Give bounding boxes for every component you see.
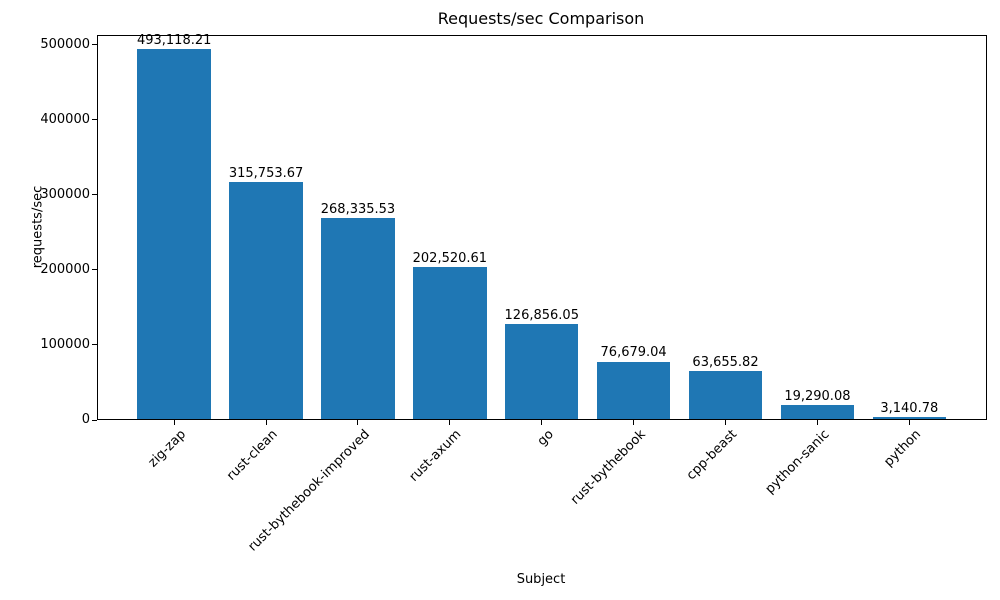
bar-value-label: 19,290.08 xyxy=(784,388,851,404)
bar xyxy=(872,416,947,419)
x-tick-label: rust-bythebook xyxy=(567,427,649,508)
bar-value-label: 315,753.67 xyxy=(228,166,304,182)
bar xyxy=(229,182,303,419)
y-tick-label: 300000 xyxy=(40,186,90,202)
x-axis-label: Subject xyxy=(516,572,566,587)
y-tick-label: 200000 xyxy=(40,261,90,277)
x-tick-mark xyxy=(173,420,175,425)
y-tick-label: 0 xyxy=(81,412,90,427)
y-tick-mark xyxy=(92,344,97,346)
bar-value-label: 63,655.82 xyxy=(692,355,759,371)
bar xyxy=(504,323,579,419)
bar xyxy=(780,404,855,419)
y-tick-mark xyxy=(92,119,97,121)
x-tick-mark xyxy=(816,420,818,425)
bar-value-label: 126,856.05 xyxy=(504,307,579,323)
bar-value-label: 268,335.53 xyxy=(320,201,396,217)
y-tick-label: 100000 xyxy=(40,336,90,352)
x-tick-label: rust-axum xyxy=(406,427,465,485)
x-tick-label: python-sanic xyxy=(762,427,833,497)
x-tick-mark xyxy=(357,420,359,425)
x-tick-mark xyxy=(633,420,635,425)
x-tick-label: python xyxy=(881,427,924,470)
plot-area xyxy=(97,35,987,420)
x-tick-label: cpp-beast xyxy=(683,427,741,484)
y-tick-mark xyxy=(92,419,97,421)
x-tick-label: rust-clean xyxy=(224,427,281,484)
y-tick-label: 500000 xyxy=(40,36,90,52)
x-tick-mark xyxy=(908,420,910,425)
bar xyxy=(413,267,487,419)
y-tick-mark xyxy=(92,269,97,271)
y-tick-mark xyxy=(92,44,97,46)
bar xyxy=(688,371,763,419)
x-tick-label: go xyxy=(534,427,557,450)
bar xyxy=(596,361,671,419)
y-tick-label: 400000 xyxy=(40,111,90,127)
bar-value-label: 202,520.61 xyxy=(412,251,488,267)
x-tick-label: zig-zap xyxy=(145,427,189,471)
bar xyxy=(137,49,211,419)
y-tick-mark xyxy=(92,194,97,196)
x-tick-mark xyxy=(449,420,451,425)
bar xyxy=(321,217,395,419)
chart-title: Requests/sec Comparison xyxy=(437,9,645,28)
bar-value-label: 3,140.78 xyxy=(880,400,939,416)
bar-value-label: 76,679.04 xyxy=(600,345,667,361)
x-tick-mark xyxy=(265,420,267,425)
bar-value-label: 493,118.21 xyxy=(136,33,212,49)
x-tick-mark xyxy=(725,420,727,425)
x-tick-mark xyxy=(541,420,543,425)
